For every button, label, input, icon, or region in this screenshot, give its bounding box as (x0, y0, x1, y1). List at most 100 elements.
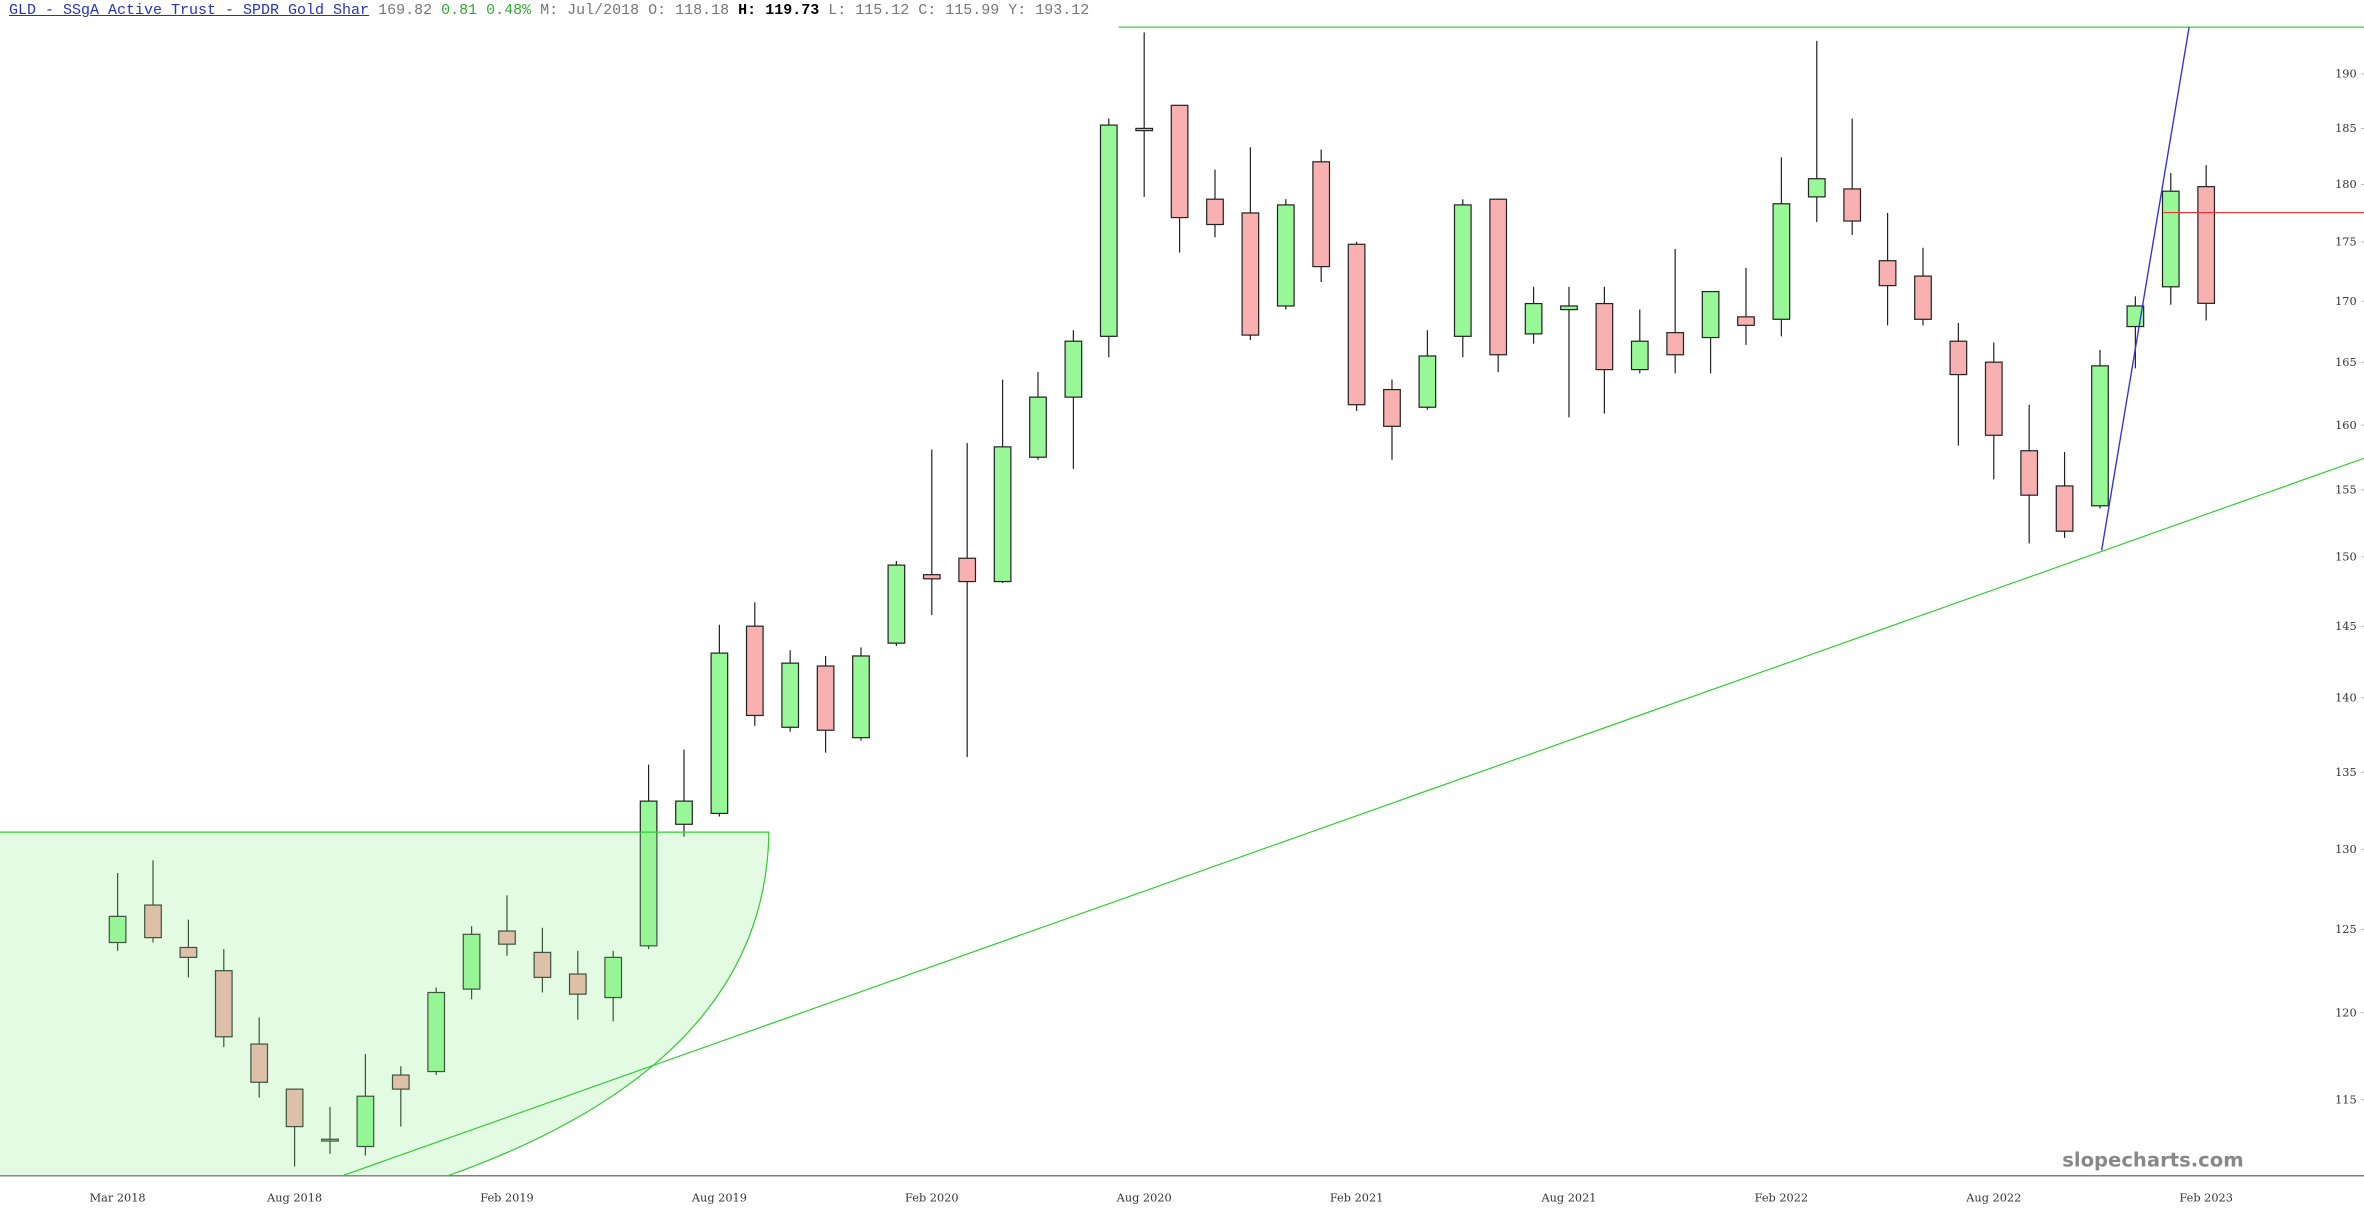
close-label: C: (918, 2, 937, 19)
bear-candle-body (1984, 361, 2003, 436)
bear-candle-body (1878, 260, 1897, 287)
bull-candle-body (1524, 302, 1543, 335)
watermark: slopecharts.com (2062, 1149, 2243, 1172)
change-pct: 0.48% (486, 2, 532, 19)
x-tick-label: Aug 2019 (691, 1191, 747, 1204)
x-tick-label: Feb 2021 (1330, 1191, 1383, 1204)
bear-candle-body (1489, 198, 1508, 356)
bear-candle-body (533, 951, 552, 978)
quote-header: GLD - SSgA Active Trust - SPDR Gold Shar… (9, 2, 1098, 19)
low-label: L: (828, 2, 847, 19)
bull-candle-body (1630, 340, 1649, 371)
bull-candle-body (639, 800, 658, 947)
bull-candle-body (2091, 365, 2109, 507)
bear-candle-body (1312, 161, 1331, 268)
period: Jul/2018 (567, 2, 640, 19)
bear-candle-body (250, 1043, 269, 1083)
bull-candle-body (1064, 340, 1083, 398)
trend-line (342, 457, 2364, 1177)
x-tick-label: Feb 2022 (1755, 1191, 1808, 1204)
x-tick-label: Mar 2018 (90, 1191, 146, 1204)
symbol-link[interactable]: GLD - SSgA Active Trust - SPDR Gold Shar (9, 2, 370, 19)
open-label: O: (648, 2, 667, 19)
bear-candle-body (1843, 188, 1862, 222)
x-tick-label: Aug 2022 (1965, 1191, 2021, 1204)
bear-candle-body (745, 625, 764, 717)
y-tick-label: 150 (2335, 551, 2357, 564)
x-tick-label: Feb 2019 (480, 1191, 533, 1204)
x-tick-label: Feb 2023 (2179, 1191, 2232, 1204)
candles (108, 32, 2216, 1167)
bear-candle-body (2197, 186, 2216, 304)
high-value: 119.73 (765, 2, 820, 19)
bear-candle-body (1914, 275, 1932, 320)
bear-candle-body (1595, 302, 1614, 371)
y-tick-label: 125 (2335, 923, 2357, 936)
bear-candle-body (816, 665, 835, 731)
low-value: 115.12 (855, 2, 910, 19)
bull-candle-body (675, 800, 693, 825)
bear-candle-body (214, 970, 233, 1038)
bull-candle-body (993, 446, 1012, 583)
bear-candle-body (1737, 316, 1755, 326)
arc-drawing (0, 831, 770, 1177)
bear-candle-body (1383, 388, 1401, 427)
y-tick-label: 120 (2335, 1007, 2357, 1020)
bull-candle-body (1099, 124, 1118, 337)
bull-candle-body (2161, 190, 2180, 288)
y-tick-label: 175 (2335, 236, 2357, 249)
bull-candle-body (427, 991, 446, 1073)
bull-candle-body (321, 1138, 339, 1142)
last-price: 169.82 (378, 2, 433, 19)
bull-candle-body (1418, 355, 1437, 408)
bear-candle-body (1135, 127, 1154, 132)
high-label: H: (738, 2, 757, 19)
y-tick-label: 130 (2335, 843, 2357, 856)
bear-candle-body (144, 904, 162, 939)
bear-candle-body (958, 557, 977, 583)
bull-candle-body (462, 933, 481, 990)
bear-candle-body (179, 946, 198, 958)
bull-candle-body (852, 655, 870, 739)
bear-candle-body (922, 574, 941, 580)
bear-candle-body (2055, 485, 2074, 532)
bear-candle-body (1206, 198, 1224, 226)
bull-candle-body (356, 1095, 375, 1148)
y-tick-label: 115 (2335, 1094, 2357, 1107)
bull-candle-body (1772, 203, 1791, 320)
x-tick-label: Feb 2020 (905, 1191, 958, 1204)
y-label: Y: (1008, 2, 1027, 19)
bull-candle-body (1701, 290, 1720, 339)
bear-candle-body (2020, 450, 2039, 496)
shaded-region (0, 832, 769, 1176)
bull-candle-body (604, 956, 623, 999)
bull-candle-body (1276, 204, 1295, 307)
bear-candle-body (285, 1088, 304, 1128)
bear-candle-body (498, 930, 516, 945)
period-label: M: (540, 2, 559, 19)
bear-candle-body (1666, 332, 1685, 356)
bull-candle-body (781, 662, 800, 728)
bear-candle-body (1949, 340, 1968, 376)
y-tick-label: 140 (2335, 692, 2357, 705)
y-tick-label: 155 (2335, 484, 2357, 497)
close-value: 115.99 (945, 2, 1000, 19)
x-tick-label: Aug 2020 (1116, 1191, 1172, 1204)
bear-candle-body (1170, 104, 1189, 219)
x-tick-label: Aug 2021 (1540, 1191, 1596, 1204)
bear-candle-body (1241, 212, 1260, 336)
trend-line (2100, 27, 2190, 551)
bull-candle-body (1453, 204, 1472, 337)
bear-candle-body (1347, 243, 1366, 406)
y-tick-label: 145 (2335, 620, 2357, 633)
bull-candle-body (887, 564, 906, 644)
y-tick-label: 190 (2335, 68, 2357, 81)
x-tick-label: Aug 2018 (266, 1191, 322, 1204)
y-value: 193.12 (1035, 2, 1090, 19)
bull-candle-body (1560, 305, 1578, 311)
open-value: 118.18 (675, 2, 730, 19)
y-tick-label: 170 (2335, 295, 2357, 308)
y-tick-label: 160 (2335, 419, 2357, 432)
